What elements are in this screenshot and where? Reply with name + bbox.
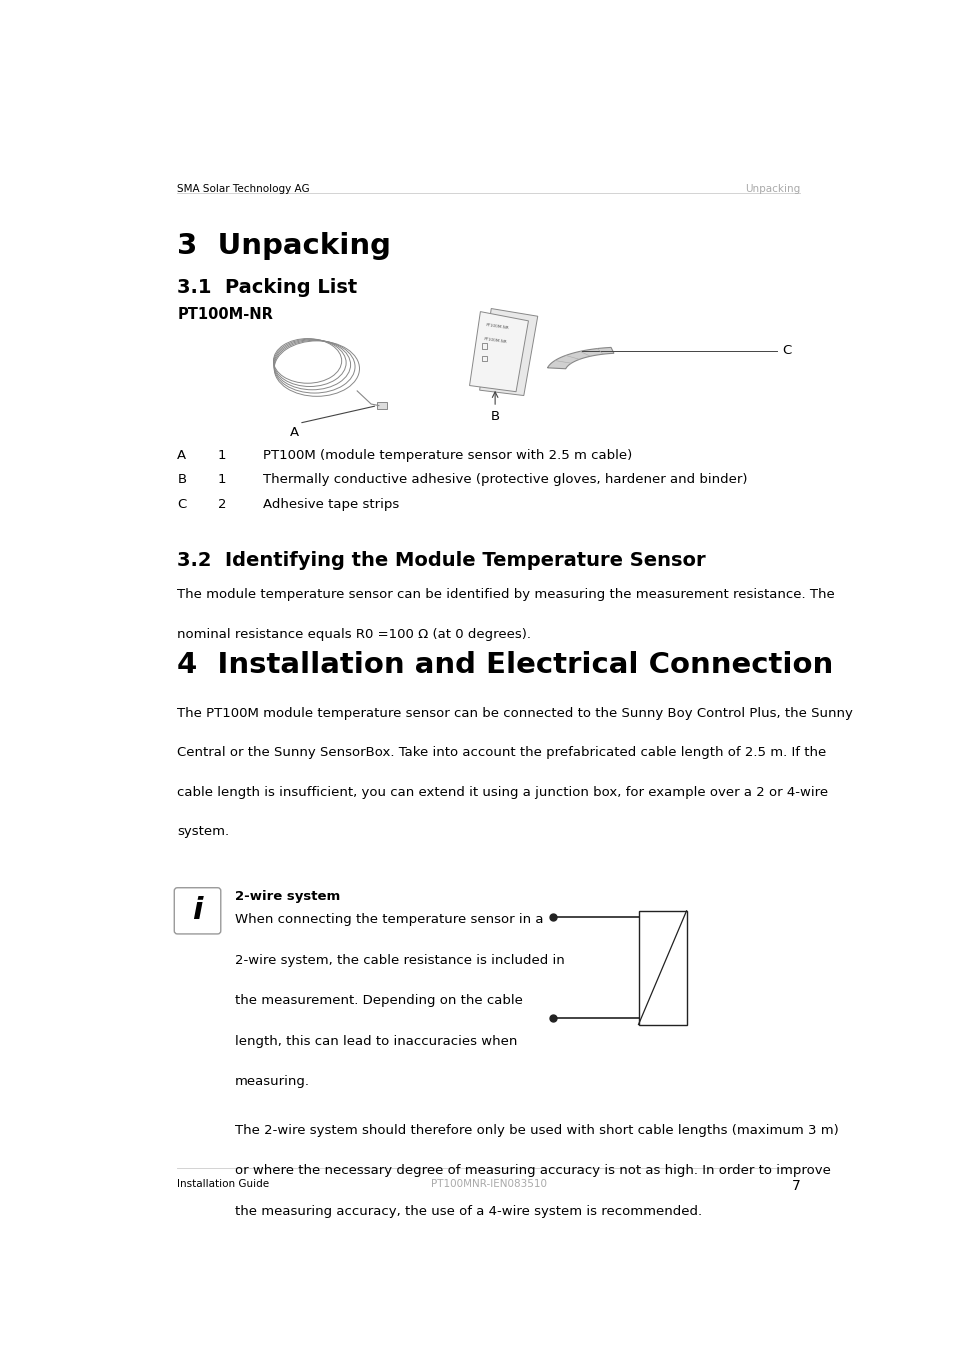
Text: The 2-wire system should therefore only be used with short cable lengths (maximu: The 2-wire system should therefore only … [234, 1124, 838, 1137]
Text: system.: system. [177, 825, 230, 838]
Bar [638, 911, 686, 1025]
Text: SMA Solar Technology AG: SMA Solar Technology AG [177, 184, 310, 193]
Polygon shape [469, 311, 528, 392]
Text: PT100M-NR: PT100M-NR [483, 337, 507, 345]
Text: Installation Guide: Installation Guide [177, 1179, 269, 1188]
Text: When connecting the temperature sensor in a: When connecting the temperature sensor i… [234, 913, 542, 926]
Text: The PT100M module temperature sensor can be connected to the Sunny Boy Control P: The PT100M module temperature sensor can… [177, 707, 852, 719]
Text: PT100M-NR: PT100M-NR [485, 323, 509, 330]
Text: 3.1  Packing List: 3.1 Packing List [177, 277, 357, 296]
Text: nominal resistance equals R0 =100 Ω (at 0 degrees).: nominal resistance equals R0 =100 Ω (at … [177, 627, 531, 641]
Text: 2: 2 [217, 498, 226, 511]
Text: cable length is insufficient, you can extend it using a junction box, for exampl: cable length is insufficient, you can ex… [177, 786, 827, 799]
Text: 3  Unpacking: 3 Unpacking [177, 231, 391, 260]
Text: C: C [781, 345, 790, 357]
Text: 1: 1 [217, 473, 226, 487]
Text: B: B [490, 410, 499, 423]
Text: A: A [177, 449, 186, 461]
Text: The module temperature sensor can be identified by measuring the measurement res: The module temperature sensor can be ide… [177, 588, 834, 602]
Text: 7: 7 [791, 1179, 800, 1192]
Text: A: A [290, 426, 298, 439]
Bar [481, 343, 487, 349]
Bar [377, 402, 387, 408]
Text: PT100M (module temperature sensor with 2.5 m cable): PT100M (module temperature sensor with 2… [262, 449, 631, 461]
Text: Thermally conductive adhesive (protective gloves, hardener and binder): Thermally conductive adhesive (protectiv… [262, 473, 746, 487]
Polygon shape [479, 308, 537, 396]
Text: measuring.: measuring. [234, 1075, 310, 1088]
Text: B: B [177, 473, 186, 487]
Text: length, this can lead to inaccuracies when: length, this can lead to inaccuracies wh… [234, 1034, 517, 1048]
Text: C: C [177, 498, 187, 511]
Text: 2-wire system, the cable resistance is included in: 2-wire system, the cable resistance is i… [234, 953, 564, 967]
Text: Adhesive tape strips: Adhesive tape strips [262, 498, 398, 511]
Text: Central or the Sunny SensorBox. Take into account the prefabricated cable length: Central or the Sunny SensorBox. Take int… [177, 746, 825, 758]
Text: 2-wire system: 2-wire system [234, 890, 339, 903]
Text: or where the necessary degree of measuring accuracy is not as high. In order to : or where the necessary degree of measuri… [234, 1164, 830, 1178]
Polygon shape [547, 347, 614, 369]
Text: 1: 1 [217, 449, 226, 461]
Text: 4  Installation and Electrical Connection: 4 Installation and Electrical Connection [177, 652, 833, 679]
Text: i: i [193, 896, 203, 925]
Text: Unpacking: Unpacking [744, 184, 800, 193]
Bar [481, 356, 487, 361]
Text: the measurement. Depending on the cable: the measurement. Depending on the cable [234, 994, 522, 1007]
Text: PT100M-NR: PT100M-NR [177, 307, 273, 322]
Text: 3.2  Identifying the Module Temperature Sensor: 3.2 Identifying the Module Temperature S… [177, 552, 705, 571]
Text: the measuring accuracy, the use of a 4-wire system is recommended.: the measuring accuracy, the use of a 4-w… [234, 1205, 701, 1218]
Text: PT100MNR-IEN083510: PT100MNR-IEN083510 [431, 1179, 546, 1188]
